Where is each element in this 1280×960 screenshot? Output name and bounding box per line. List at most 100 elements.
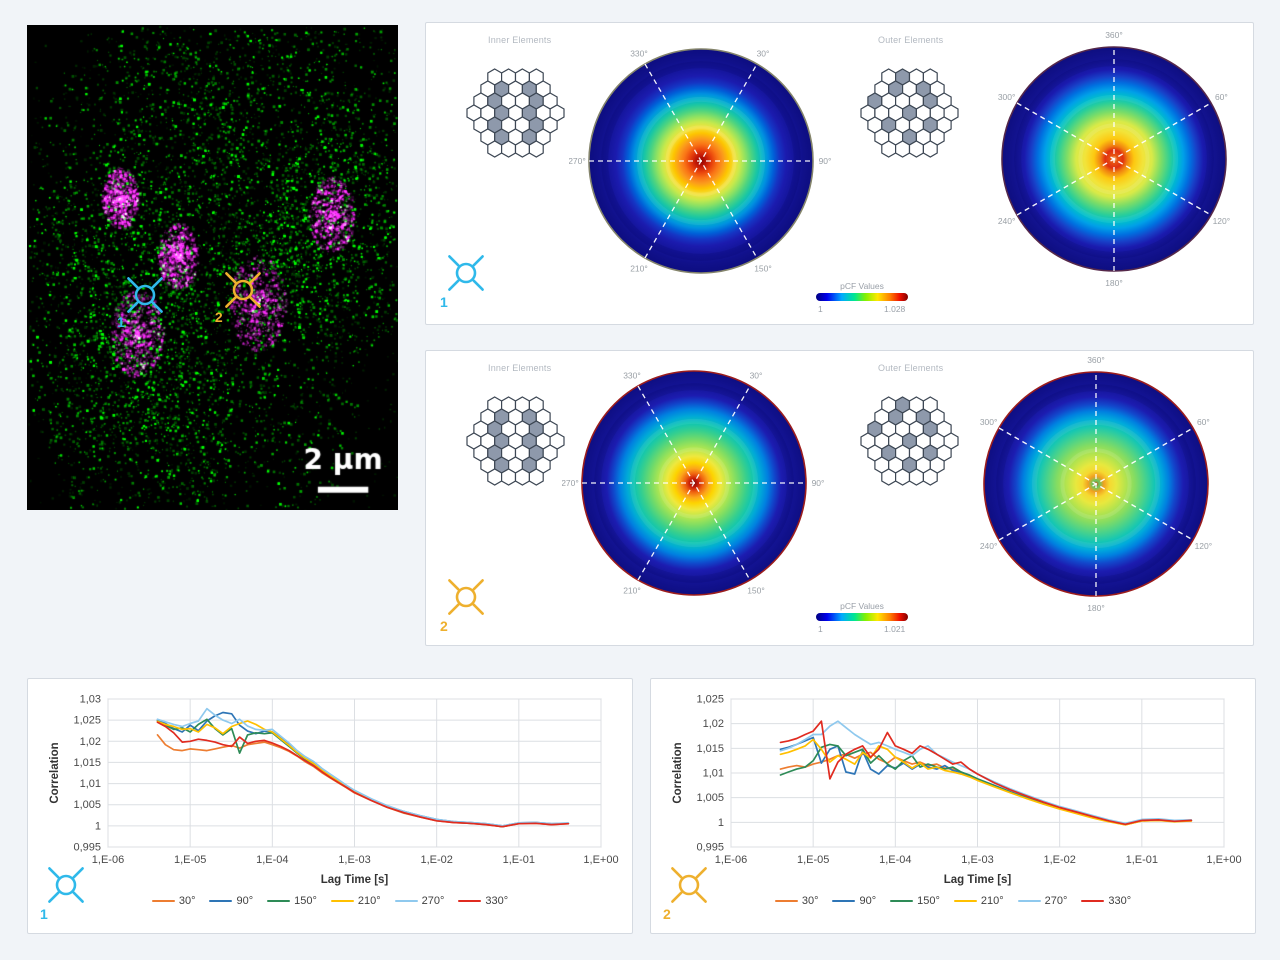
correlation-chart-panel-1: 0,995 1 1,005 1,01 1,015 1,02 1,025 1,03 1,E-06 1… bbox=[27, 678, 633, 934]
detector-element bbox=[881, 140, 897, 158]
legend-item-330deg: 330° bbox=[458, 895, 508, 907]
y-tick-label: 1,015 bbox=[73, 757, 101, 769]
detector-element bbox=[922, 140, 938, 158]
legend-label: 210° bbox=[357, 895, 381, 907]
detector-hex-grid-inner bbox=[466, 68, 565, 158]
legend-label: 150° bbox=[917, 895, 940, 907]
outer-elements-title: Outer Elements bbox=[878, 363, 944, 373]
y-tick-label: 1,02 bbox=[703, 718, 724, 730]
detector-element bbox=[487, 140, 503, 158]
pcf-polar-heatmap-outer: 360° 60° 300° 240° 120° 180° bbox=[980, 355, 1213, 613]
legend-item-270deg: 270° bbox=[394, 895, 445, 907]
angle-label: 150° bbox=[747, 585, 765, 595]
point-marker-badge-1: 1 bbox=[40, 861, 90, 921]
angle-label: 330° bbox=[630, 49, 648, 59]
legend-color-swatch bbox=[458, 899, 482, 903]
x-tick-label: 1,E-06 bbox=[92, 854, 124, 866]
legend-item-30deg: 30° bbox=[151, 895, 196, 907]
angle-label: 120° bbox=[1213, 216, 1231, 226]
y-tick-label: 1 bbox=[718, 817, 724, 829]
detector-element bbox=[514, 468, 531, 486]
legend-label: 30° bbox=[178, 895, 196, 907]
detector-hex-grid-outer bbox=[860, 68, 959, 158]
angle-guide-line bbox=[644, 63, 758, 259]
y-tick-label: 1,025 bbox=[73, 715, 101, 727]
microscopy-image[interactable] bbox=[27, 25, 398, 510]
angle-guide-line bbox=[637, 385, 751, 581]
legend-item-270deg: 270° bbox=[1017, 895, 1067, 907]
point-marker-1[interactable]: 1 bbox=[117, 271, 169, 329]
correlation-chart: 0,995 1 1,005 1,01 1,015 1,02 1,025 1,E-06 1,E-0… bbox=[672, 694, 1242, 887]
legend-label: 330° bbox=[485, 895, 509, 907]
legend-color-swatch bbox=[209, 899, 233, 903]
y-tick-label: 1,005 bbox=[696, 792, 724, 804]
angle-label: 270° bbox=[569, 156, 586, 166]
legend-label: 330° bbox=[1108, 895, 1132, 907]
legend-color-swatch bbox=[1017, 899, 1041, 903]
crosshair-point-icon bbox=[48, 867, 84, 903]
pcf-polar-heatmap-outer: 360° 60° 300° 240° 120° 180° bbox=[998, 30, 1231, 288]
angle-label: 330° bbox=[623, 371, 641, 381]
series-line-330deg bbox=[156, 721, 570, 828]
legend-label: 210° bbox=[980, 895, 1004, 907]
angle-label: 30° bbox=[757, 49, 770, 59]
inner-elements-title: Inner Elements bbox=[488, 363, 552, 373]
legend-label: 90° bbox=[236, 895, 254, 907]
legend-label: 270° bbox=[421, 895, 445, 907]
point-marker-number: 2 bbox=[440, 618, 448, 634]
detector-element bbox=[528, 140, 544, 158]
detector-element bbox=[908, 468, 925, 486]
angle-label: 360° bbox=[1105, 30, 1123, 40]
chart-legend: 30° 90° 150° 210° 270° 330° bbox=[651, 895, 1255, 907]
x-tick-label: 1,E+00 bbox=[583, 854, 618, 866]
x-tick-label: 1,E-01 bbox=[503, 854, 535, 866]
crosshair-point-icon bbox=[127, 277, 163, 314]
detector-element bbox=[894, 468, 911, 486]
y-tick-label: 1,005 bbox=[73, 799, 101, 811]
detector-element bbox=[487, 468, 503, 486]
series-line-210deg bbox=[779, 738, 1193, 826]
legend-label: 150° bbox=[294, 895, 317, 907]
legend-color-swatch bbox=[890, 899, 914, 903]
point-marker-number: 1 bbox=[440, 294, 448, 310]
y-tick-label: 1,01 bbox=[80, 778, 101, 790]
point-marker-2[interactable]: 2 bbox=[215, 266, 267, 324]
point-marker-number: 2 bbox=[214, 308, 223, 325]
angle-label: 150° bbox=[754, 263, 772, 273]
angle-label: 300° bbox=[980, 417, 998, 427]
colorbar-title: pCF Values bbox=[840, 281, 884, 291]
y-tick-label: 1,015 bbox=[696, 743, 724, 755]
angle-label: 60° bbox=[1197, 417, 1210, 427]
angle-label: 90° bbox=[819, 156, 832, 166]
pcf-colorbar bbox=[816, 293, 908, 301]
legend-item-210deg: 210° bbox=[953, 895, 1004, 907]
angle-label: 30° bbox=[750, 371, 763, 381]
outer-elements-title: Outer Elements bbox=[878, 35, 944, 45]
angle-label: 120° bbox=[1195, 541, 1213, 551]
angle-label: 240° bbox=[998, 216, 1016, 226]
detector-element bbox=[500, 140, 517, 158]
x-tick-label: 1,E-04 bbox=[256, 854, 288, 866]
legend-item-210deg: 210° bbox=[330, 895, 381, 907]
angle-label: 270° bbox=[562, 478, 579, 488]
x-tick-label: 1,E-03 bbox=[338, 854, 370, 866]
crosshair-point-icon bbox=[671, 867, 707, 903]
y-tick-label: 1,01 bbox=[703, 768, 724, 780]
pcf-polar-heatmap-inner: 330° 30° 270° 90° 210° 150° bbox=[569, 48, 832, 274]
legend-item-330deg: 330° bbox=[1081, 895, 1131, 907]
x-tick-label: 1,E-01 bbox=[1126, 854, 1158, 866]
colorbar-max-value: 1.028 bbox=[884, 304, 906, 314]
legend-item-90deg: 90° bbox=[832, 895, 876, 907]
detector-hex-grid-inner bbox=[466, 396, 565, 486]
x-axis-title: Lag Time [s] bbox=[321, 874, 389, 886]
legend-color-swatch bbox=[1081, 899, 1105, 903]
series-line-330deg bbox=[779, 720, 1193, 826]
pcf-polar-heatmap-inner: 330° 30° 270° 90° 210° 150° bbox=[562, 370, 824, 596]
detector-element bbox=[922, 468, 938, 486]
legend-color-swatch bbox=[832, 899, 856, 903]
pcf-colorbar bbox=[816, 613, 908, 621]
angle-guide-line bbox=[1016, 102, 1212, 216]
angle-label: 210° bbox=[623, 585, 641, 595]
detector-element bbox=[881, 468, 897, 486]
